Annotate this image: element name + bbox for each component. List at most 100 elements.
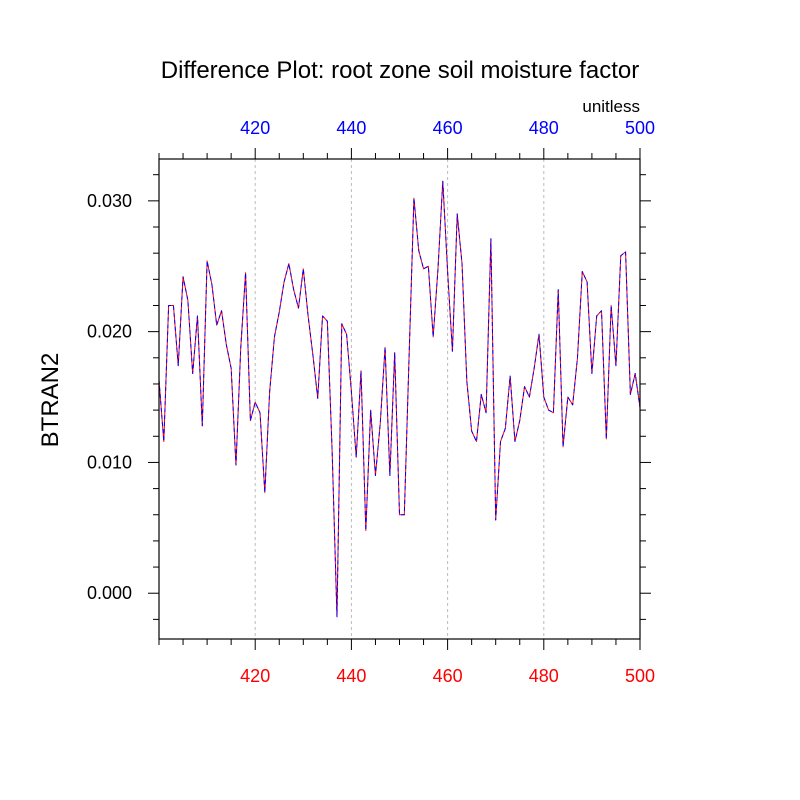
data-point xyxy=(303,268,304,269)
data-point xyxy=(611,305,612,306)
data-point xyxy=(327,321,328,322)
data-point xyxy=(615,365,616,366)
data-point xyxy=(163,441,164,442)
x-tick-label-top: 440 xyxy=(336,118,366,138)
data-point xyxy=(500,441,501,442)
data-point xyxy=(558,289,559,290)
data-point xyxy=(264,492,265,493)
data-point xyxy=(360,370,361,371)
data-point xyxy=(216,325,217,326)
axis-ticks xyxy=(148,148,651,650)
data-point xyxy=(182,276,183,277)
data-point xyxy=(207,260,208,261)
data-point xyxy=(466,381,467,382)
data-point xyxy=(409,355,410,356)
data-point xyxy=(428,266,429,267)
data-point xyxy=(495,519,496,520)
data-point xyxy=(510,376,511,377)
x-tick-label-top: 480 xyxy=(529,118,559,138)
data-point xyxy=(447,271,448,272)
data-point xyxy=(365,530,366,531)
x-tick-label-top: 460 xyxy=(433,118,463,138)
data-point xyxy=(437,268,438,269)
data-point xyxy=(245,272,246,273)
data-point xyxy=(606,438,607,439)
x-tick-label-top: 500 xyxy=(625,118,655,138)
data-point xyxy=(635,373,636,374)
data-point xyxy=(336,616,337,617)
data-point xyxy=(543,396,544,397)
y-tick-label: 0.030 xyxy=(87,191,132,211)
data-point xyxy=(240,347,241,348)
y-tick-label: 0.000 xyxy=(87,583,132,603)
data-point xyxy=(259,412,260,413)
data-point xyxy=(433,336,434,337)
data-point xyxy=(332,451,333,452)
data-point xyxy=(312,355,313,356)
data-point xyxy=(384,347,385,348)
data-point xyxy=(269,391,270,392)
data-point xyxy=(620,255,621,256)
data-point xyxy=(356,457,357,458)
units-label: unitless xyxy=(582,97,640,116)
data-point xyxy=(577,357,578,358)
data-point xyxy=(197,315,198,316)
data-point xyxy=(625,251,626,252)
data-point xyxy=(505,428,506,429)
data-point xyxy=(202,425,203,426)
data-point xyxy=(538,334,539,335)
data-point xyxy=(255,402,256,403)
x-tick-label-bottom: 480 xyxy=(529,666,559,686)
y-tick-label: 0.010 xyxy=(87,452,132,472)
x-tick-label-bottom: 440 xyxy=(336,666,366,686)
x-tick-label-top: 420 xyxy=(240,118,270,138)
data-point xyxy=(389,475,390,476)
chart-title: Difference Plot: root zone soil moisture… xyxy=(161,57,639,84)
data-point xyxy=(370,410,371,411)
data-point xyxy=(173,305,174,306)
data-point xyxy=(413,198,414,199)
data-point xyxy=(404,514,405,515)
data-point xyxy=(341,323,342,324)
data-point xyxy=(231,368,232,369)
data-point xyxy=(274,336,275,337)
data-point xyxy=(519,420,520,421)
data-point xyxy=(567,396,568,397)
x-tick-label-bottom: 420 xyxy=(240,666,270,686)
data-point xyxy=(288,263,289,264)
y-axis-label: BTRAN2 xyxy=(37,353,64,448)
data-point xyxy=(418,250,419,251)
series-line-solid xyxy=(158,180,641,618)
data-point xyxy=(553,412,554,413)
data-point xyxy=(298,308,299,309)
data-point xyxy=(293,289,294,290)
data-point xyxy=(596,315,597,316)
data-point xyxy=(346,334,347,335)
grid-lines xyxy=(254,159,545,639)
data-point xyxy=(168,305,169,306)
data-point xyxy=(514,441,515,442)
data-point xyxy=(591,373,592,374)
series-lines xyxy=(158,180,641,618)
data-point xyxy=(471,430,472,431)
data-point xyxy=(586,281,587,282)
x-tick-label-bottom: 460 xyxy=(433,666,463,686)
data-point xyxy=(490,238,491,239)
data-point xyxy=(250,420,251,421)
data-point xyxy=(524,386,525,387)
tick-labels: 420 420 440 440 460 460 480 480 500 500 0.000 0.010… xyxy=(87,118,655,686)
data-point xyxy=(601,310,602,311)
data-point xyxy=(481,394,482,395)
data-point xyxy=(548,410,549,411)
data-point xyxy=(529,396,530,397)
data-point xyxy=(211,284,212,285)
data-point xyxy=(394,352,395,353)
data-point xyxy=(452,351,453,352)
data-point xyxy=(630,394,631,395)
data-point xyxy=(235,464,236,465)
data-point xyxy=(380,423,381,424)
data-point xyxy=(226,344,227,345)
plot-frame xyxy=(158,158,641,640)
data-point xyxy=(442,181,443,182)
